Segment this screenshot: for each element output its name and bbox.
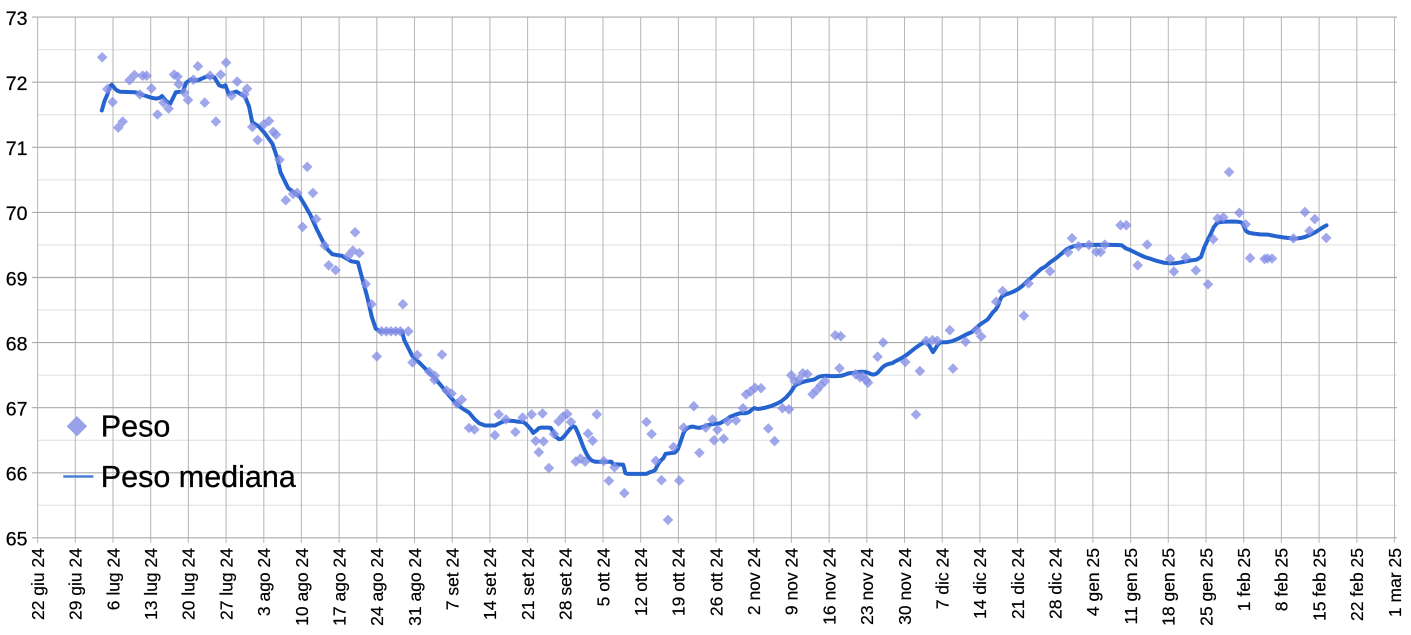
svg-text:25 gen 25: 25 gen 25 <box>1196 548 1216 626</box>
svg-text:19 ott 24: 19 ott 24 <box>669 548 689 616</box>
svg-text:3 ago 24: 3 ago 24 <box>254 548 274 616</box>
svg-text:7 dic 24: 7 dic 24 <box>933 548 953 610</box>
svg-text:68: 68 <box>6 333 28 355</box>
svg-text:21 dic 24: 21 dic 24 <box>1008 548 1028 619</box>
svg-text:20 lug 24: 20 lug 24 <box>179 548 199 620</box>
svg-text:26 ott 24: 26 ott 24 <box>706 548 726 616</box>
svg-text:67: 67 <box>6 399 28 421</box>
svg-text:1 feb 25: 1 feb 25 <box>1234 548 1254 611</box>
svg-text:10 ago 24: 10 ago 24 <box>292 548 312 626</box>
svg-text:70: 70 <box>6 203 28 225</box>
svg-text:15 feb 25: 15 feb 25 <box>1309 548 1329 621</box>
svg-text:1 mar 25: 1 mar 25 <box>1385 548 1405 617</box>
svg-text:28 dic 24: 28 dic 24 <box>1046 548 1066 619</box>
svg-text:18 gen 25: 18 gen 25 <box>1159 548 1179 626</box>
svg-text:17 ago 24: 17 ago 24 <box>329 548 349 626</box>
svg-text:66: 66 <box>6 464 28 486</box>
svg-text:22 giu 24: 22 giu 24 <box>28 548 48 620</box>
svg-text:4 gen 25: 4 gen 25 <box>1083 548 1103 616</box>
svg-text:27 lug 24: 27 lug 24 <box>216 548 236 620</box>
svg-text:30 nov 24: 30 nov 24 <box>895 548 915 625</box>
svg-text:72: 72 <box>6 73 28 95</box>
svg-text:11 gen 25: 11 gen 25 <box>1121 548 1141 625</box>
svg-text:2 nov 24: 2 nov 24 <box>744 548 764 615</box>
svg-text:65: 65 <box>6 529 28 551</box>
svg-text:29 giu 24: 29 giu 24 <box>66 548 86 620</box>
svg-text:71: 71 <box>6 138 28 160</box>
svg-text:5 ott 24: 5 ott 24 <box>593 548 613 607</box>
svg-text:16 nov 24: 16 nov 24 <box>819 548 839 625</box>
svg-text:13 lug 24: 13 lug 24 <box>141 548 161 620</box>
svg-text:12 ott 24: 12 ott 24 <box>631 548 651 616</box>
svg-text:Peso: Peso <box>101 410 171 444</box>
svg-text:9 nov 24: 9 nov 24 <box>782 548 802 615</box>
svg-text:8 feb 25: 8 feb 25 <box>1272 548 1292 611</box>
svg-text:73: 73 <box>6 8 28 30</box>
svg-text:24 ago 24: 24 ago 24 <box>367 548 387 626</box>
svg-text:7 set 24: 7 set 24 <box>443 548 463 611</box>
svg-text:22 feb 25: 22 feb 25 <box>1347 548 1367 621</box>
svg-text:31 ago 24: 31 ago 24 <box>405 548 425 626</box>
svg-text:Peso mediana: Peso mediana <box>101 460 296 494</box>
svg-text:14 dic 24: 14 dic 24 <box>970 548 990 619</box>
svg-text:28 set 24: 28 set 24 <box>556 548 576 620</box>
svg-text:6 lug 24: 6 lug 24 <box>103 548 123 611</box>
svg-text:21 set 24: 21 set 24 <box>518 548 538 620</box>
svg-text:23 nov 24: 23 nov 24 <box>857 548 877 625</box>
svg-text:69: 69 <box>6 268 28 290</box>
svg-text:14 set 24: 14 set 24 <box>480 548 500 620</box>
